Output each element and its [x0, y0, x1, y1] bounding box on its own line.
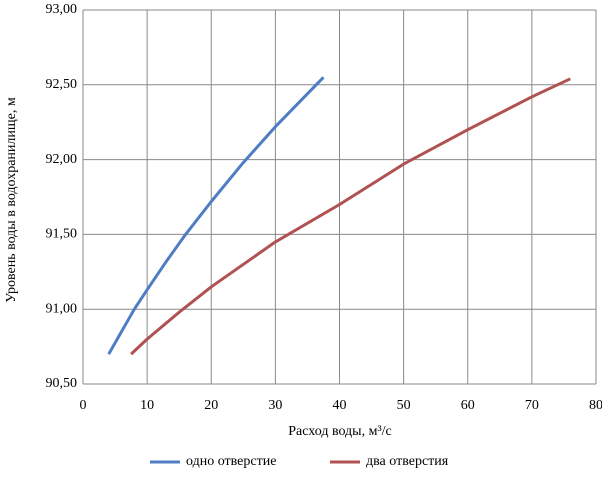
x-tick-label: 50: [397, 398, 411, 413]
y-tick-label: 91,00: [46, 301, 78, 316]
y-tick-label: 93,00: [46, 2, 78, 17]
series-line: [130, 77, 571, 356]
x-tick-label: 60: [461, 398, 475, 413]
x-axis-title: Расход воды, м³/с: [288, 424, 392, 439]
y-tick-label: 91,50: [46, 227, 78, 242]
x-tick-label: 10: [140, 398, 154, 413]
legend-label: одно отверстие: [186, 454, 276, 469]
x-tick-label: 30: [268, 398, 282, 413]
series-line: [107, 76, 325, 355]
x-tick-label: 20: [204, 398, 218, 413]
legend-label: два отверстия: [366, 454, 449, 469]
y-tick-label: 90,50: [46, 376, 78, 391]
x-tick-label: 80: [589, 398, 602, 413]
y-tick-label: 92,00: [46, 152, 78, 167]
y-tick-label: 92,50: [46, 77, 78, 92]
x-tick-label: 0: [80, 398, 87, 413]
x-tick-label: 70: [525, 398, 539, 413]
y-axis-title: Уровень воды в водохранилище, м: [4, 97, 19, 303]
x-tick-label: 40: [333, 398, 347, 413]
